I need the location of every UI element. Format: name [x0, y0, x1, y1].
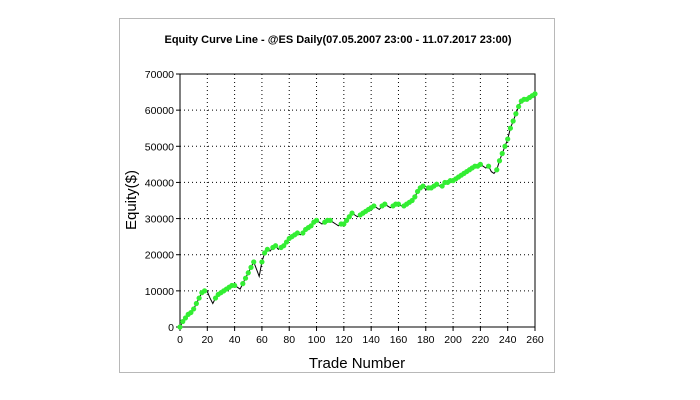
y-tick-label: 0 [168, 322, 174, 334]
equity-point [300, 230, 306, 236]
equity-point [485, 163, 492, 169]
equity-point [196, 295, 202, 301]
equity-point [177, 324, 183, 330]
y-tick-label: 50000 [145, 141, 174, 153]
equity-point [264, 246, 270, 252]
equity-point [505, 136, 511, 142]
equity-point [477, 161, 483, 167]
equity-curve-chart: Equity Curve Line - @ES Daily(07.05.2007… [123, 34, 544, 372]
equity-point [188, 309, 194, 316]
equity-point [308, 223, 314, 229]
x-axis-label: Trade Number [309, 355, 405, 372]
equity-point [434, 181, 440, 187]
equity-point [341, 221, 347, 227]
x-tick-label: 200 [444, 334, 462, 346]
plot-area-border [179, 73, 536, 328]
x-tick-label: 260 [526, 334, 544, 346]
equity-point [532, 91, 538, 97]
x-tick-label: 120 [335, 334, 353, 346]
equity-point [510, 118, 516, 124]
equity-point [201, 288, 208, 294]
equity-point [193, 300, 199, 307]
y-tick-label: 40000 [145, 177, 174, 189]
y-tick-label: 30000 [145, 214, 174, 226]
equity-point [272, 243, 279, 249]
x-tick-label: 180 [417, 334, 435, 346]
equity-point [502, 143, 508, 149]
x-tick-label: 0 [177, 334, 183, 346]
equity-point [212, 295, 219, 301]
equity-point [343, 217, 350, 223]
x-tick-label: 220 [472, 334, 490, 346]
y-tick-label: 10000 [145, 286, 174, 298]
equity-point [382, 201, 388, 207]
equity-point [180, 318, 186, 325]
equity-point [371, 203, 377, 209]
y-axis-label: Equity($) [123, 170, 140, 230]
equity-line [179, 93, 536, 328]
x-tick-label: 160 [390, 334, 408, 346]
equity-point [327, 217, 333, 223]
equity-point [259, 259, 265, 265]
equity-point [414, 188, 421, 195]
chart-title: Equity Curve Line - @ES Daily(07.05.2007… [164, 34, 511, 46]
equity-point [349, 210, 355, 216]
equity-point [494, 167, 500, 173]
equity-point [283, 239, 290, 245]
y-tick-label: 20000 [145, 250, 174, 262]
x-tick-label: 20 [201, 334, 213, 346]
equity-point [412, 194, 418, 200]
y-tick-label: 70000 [145, 69, 174, 81]
equity-point [281, 243, 287, 249]
equity-point [248, 264, 254, 270]
equity-point [240, 281, 246, 287]
equity-point [245, 270, 251, 276]
equity-point [313, 217, 320, 223]
equity-point [182, 315, 189, 321]
chart-frame: Equity Curve Line - @ES Daily(07.05.2007… [119, 18, 555, 373]
x-tick-label: 140 [362, 334, 380, 346]
x-tick-label: 80 [283, 334, 295, 346]
x-tick-label: 100 [308, 334, 326, 346]
x-tick-label: 60 [256, 334, 268, 346]
equity-point [346, 214, 352, 220]
equity-point [409, 197, 415, 204]
x-tick-label: 240 [499, 334, 517, 346]
equity-point [232, 282, 238, 289]
equity-point [439, 183, 445, 189]
equity-point [420, 183, 426, 189]
equity-point [242, 275, 249, 281]
x-tick-label: 40 [229, 334, 241, 346]
equity-point [395, 201, 402, 207]
equity-point [496, 158, 503, 164]
equity-point [513, 111, 519, 117]
equity-point [251, 259, 257, 265]
equity-point [516, 103, 522, 110]
equity-point [262, 250, 268, 256]
equity-point [191, 306, 197, 312]
y-tick-label: 60000 [145, 105, 174, 117]
equity-point [294, 230, 301, 236]
equity-point [499, 150, 505, 157]
equity-point [507, 125, 514, 131]
